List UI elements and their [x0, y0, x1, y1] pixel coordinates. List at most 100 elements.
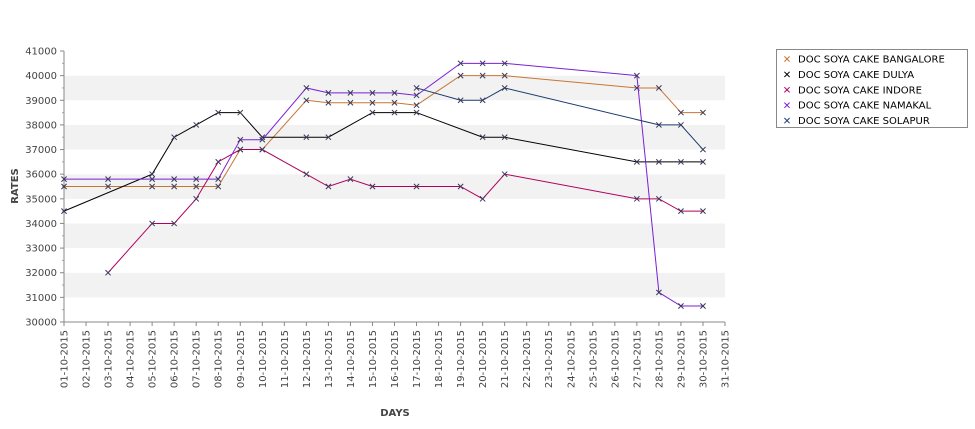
data-point: [149, 220, 156, 227]
x-tick-label: 06-10-2015: [170, 330, 181, 388]
grid-band: [64, 297, 725, 322]
data-point: [457, 72, 464, 79]
data-point: [171, 220, 178, 227]
data-point: [479, 97, 486, 104]
data-point: [237, 146, 244, 153]
data-point: [105, 183, 112, 190]
data-point: [325, 99, 332, 106]
data-point: [237, 136, 244, 143]
data-point: [149, 183, 156, 190]
data-point: [677, 121, 684, 128]
data-point: [700, 208, 706, 215]
grid-band: [64, 272, 725, 298]
data-point: [259, 134, 266, 141]
x-tick-label: 09-10-2015: [236, 330, 247, 388]
data-point: [259, 146, 266, 153]
y-tick-label: 36000: [25, 170, 57, 181]
x-tick-label: 04-10-2015: [126, 330, 137, 388]
legend-label: DOC SOYA CAKE BANGALORE: [798, 55, 945, 66]
data-point: [413, 109, 420, 116]
data-point: [149, 176, 156, 183]
data-point: [501, 171, 508, 178]
x-tick-label: 13-10-2015: [324, 330, 335, 388]
data-point: [501, 85, 508, 91]
data-point: [303, 134, 310, 141]
x-tick-label: 19-10-2015: [456, 330, 467, 388]
data-point: [215, 176, 222, 183]
x-tick-label: 26-10-2015: [610, 330, 621, 388]
legend-item: DOC SOYA CAKE BANGALORE: [784, 55, 945, 66]
legend-marker: [784, 56, 790, 62]
grid-band: [64, 124, 725, 150]
x-tick-label: 23-10-2015: [544, 330, 555, 388]
x-tick-label: 20-10-2015: [478, 330, 489, 388]
y-tick-label: 30000: [25, 318, 57, 329]
series-group: [61, 60, 706, 309]
data-point: [391, 89, 398, 96]
y-tick-label: 41000: [25, 47, 57, 58]
grid-band: [64, 149, 725, 175]
data-point: [655, 85, 662, 91]
series-doc-soya-cake-indore: [105, 146, 706, 276]
data-point: [391, 99, 398, 106]
data-point: [105, 269, 112, 276]
data-point: [215, 183, 222, 190]
legend-item: DOC SOYA CAKE NAMAKAL: [784, 101, 932, 112]
grid-band: [64, 51, 725, 76]
x-tick-label: 25-10-2015: [588, 330, 599, 388]
data-point: [700, 158, 706, 165]
legend-label: DOC SOYA CAKE SOLAPUR: [798, 116, 930, 127]
data-point: [193, 183, 200, 190]
data-point: [347, 99, 354, 106]
data-point: [61, 176, 67, 183]
data-point: [215, 158, 222, 165]
data-point: [149, 171, 156, 178]
data-point: [61, 183, 67, 190]
series-line: [63, 112, 703, 212]
grid-bands: [64, 51, 725, 322]
data-point: [325, 183, 332, 190]
x-tick-label: 01-10-2015: [60, 330, 71, 388]
series-doc-soya-cake-namakal: [61, 60, 706, 309]
x-tick-label: 22-10-2015: [522, 330, 533, 388]
data-point: [105, 176, 112, 183]
data-point: [501, 72, 508, 79]
x-tick-label: 29-10-2015: [676, 330, 687, 388]
data-point: [369, 183, 376, 190]
data-point: [61, 208, 67, 215]
y-tick-label: 39000: [25, 96, 57, 107]
data-point: [325, 134, 332, 141]
data-point: [237, 109, 244, 116]
y-tick-label: 33000: [25, 244, 57, 255]
x-tick-label: 11-10-2015: [280, 330, 291, 388]
data-point: [700, 303, 706, 309]
grid-band: [64, 198, 725, 224]
data-point: [171, 183, 178, 190]
data-point: [347, 176, 354, 183]
x-tick-label: 08-10-2015: [214, 330, 225, 388]
data-point: [369, 99, 376, 106]
data-point: [259, 136, 266, 143]
legend-item: DOC SOYA CAKE SOLAPUR: [784, 116, 930, 127]
x-tick-label: 15-10-2015: [368, 330, 379, 388]
data-point: [457, 183, 464, 190]
legend-box: [776, 49, 968, 128]
x-tick-label: 17-10-2015: [412, 330, 423, 388]
y-tick-label: 37000: [25, 145, 57, 156]
data-point: [633, 195, 640, 202]
data-point: [413, 85, 420, 91]
data-point: [391, 109, 398, 116]
data-point: [457, 60, 464, 67]
series-doc-soya-cake-solapur: [413, 85, 706, 153]
grid-band: [64, 75, 725, 101]
data-point: [633, 72, 640, 79]
data-point: [700, 146, 706, 153]
data-point: [457, 97, 464, 104]
data-point: [655, 289, 662, 296]
x-tick-label: 03-10-2015: [104, 330, 115, 388]
data-point: [677, 109, 684, 116]
legend-marker: [784, 117, 790, 124]
grid-band: [64, 223, 725, 249]
data-point: [215, 109, 222, 116]
